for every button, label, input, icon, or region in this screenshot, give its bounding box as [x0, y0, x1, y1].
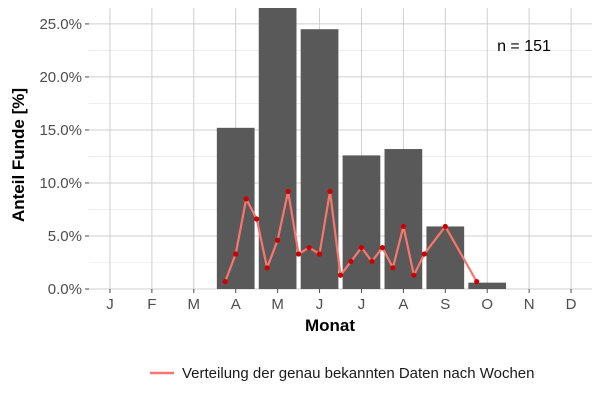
legend: Verteilung der genau bekannten Daten nac… — [150, 365, 535, 382]
y-axis-title: Anteil Funde [%] — [9, 88, 28, 222]
weekly-point — [411, 272, 417, 278]
x-tick-label: O — [481, 296, 493, 313]
x-tick-label: M — [271, 296, 284, 313]
line-layer — [222, 188, 480, 285]
weekly-point — [369, 258, 375, 265]
y-tick-label: 0.0% — [48, 281, 82, 298]
weekly-point — [285, 188, 291, 195]
weekly-point — [400, 223, 406, 230]
legend-label: Verteilung der genau bekannten Daten nac… — [182, 365, 535, 382]
weekly-point — [275, 237, 281, 243]
weekly-point — [442, 223, 448, 230]
x-axis-title: Monat — [305, 316, 355, 335]
x-tick-label: A — [398, 296, 408, 313]
bar — [258, 8, 297, 289]
weekly-point — [316, 251, 323, 257]
bars — [216, 8, 507, 290]
x-tick-label: F — [147, 296, 156, 313]
weekly-point — [327, 188, 333, 195]
weekly-point — [358, 245, 365, 251]
bar — [468, 282, 507, 289]
y-tick-labels: 0.0% 5.0% 10.0% 15.0% 20.0% 25.0% — [39, 16, 89, 298]
weekly-point — [222, 278, 228, 285]
weekly-point — [306, 245, 312, 251]
weekly-point — [421, 251, 427, 257]
weekly-point — [474, 278, 480, 285]
weekly-point — [337, 272, 344, 278]
x-tick-label: D — [566, 296, 577, 313]
x-tick-label: J — [316, 296, 324, 313]
weekly-point — [254, 216, 260, 222]
bar — [216, 127, 255, 290]
bar — [342, 155, 381, 289]
weekly-point — [348, 258, 354, 265]
bar — [300, 29, 339, 289]
y-tick-label: 20.0% — [39, 69, 82, 86]
weekly-point — [295, 251, 302, 257]
x-tick-label: J — [106, 296, 114, 313]
x-tick-label: M — [188, 296, 201, 313]
y-tick-label: 5.0% — [48, 228, 82, 245]
x-tick-label: A — [231, 296, 241, 313]
weekly-point — [264, 265, 270, 271]
y-tick-label: 10.0% — [39, 175, 82, 192]
y-tick-label: 15.0% — [39, 122, 82, 139]
y-tick-label: 25.0% — [39, 16, 82, 33]
x-tick-label: S — [440, 296, 450, 313]
weekly-point — [379, 245, 386, 251]
weekly-point — [233, 251, 239, 257]
weekly-point — [390, 265, 396, 271]
weekly-point — [243, 196, 249, 202]
grid — [89, 8, 592, 290]
x-tick-label: N — [524, 296, 535, 313]
weekly-distribution-line — [224, 190, 478, 283]
x-tick-label: J — [358, 296, 366, 313]
bar — [426, 226, 465, 289]
sample-size-annotation: n = 151 — [497, 38, 551, 55]
